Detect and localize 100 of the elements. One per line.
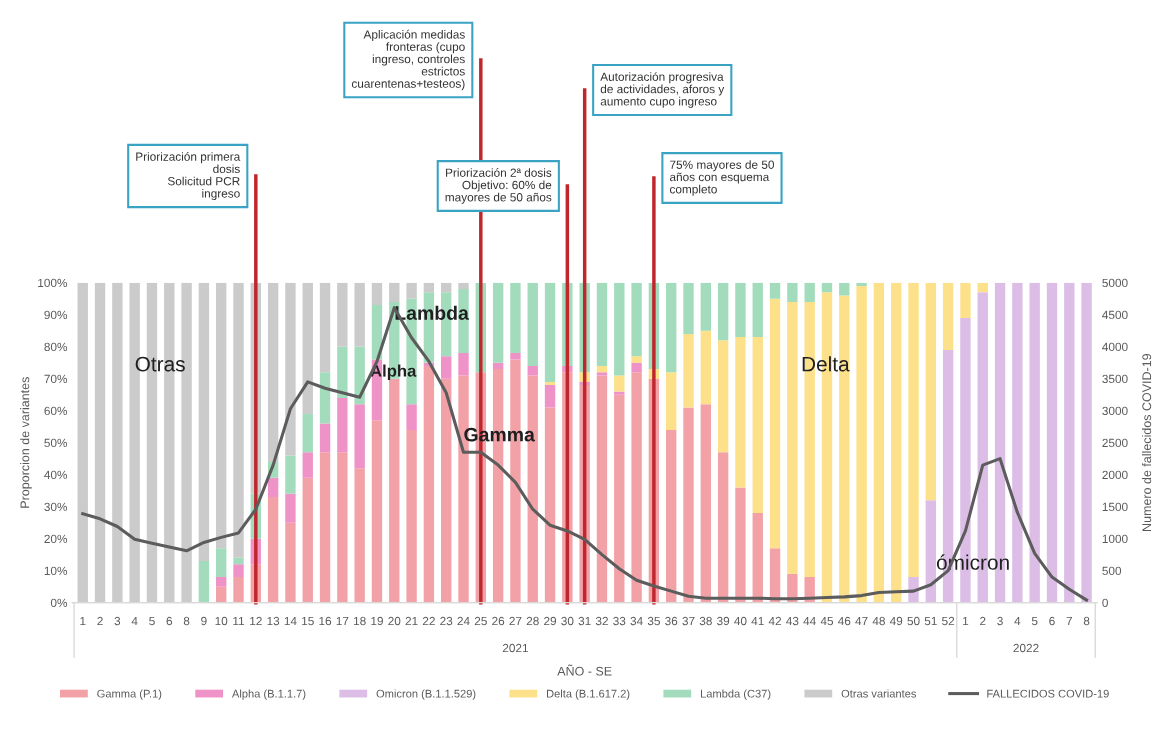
y2-tick-label: 500 (1102, 566, 1122, 576)
ref-line-label: 75% mayores de 50 años con esquema completo (669, 160, 775, 196)
y-tick-label: 50% (44, 438, 68, 448)
annotation: Alpha (370, 364, 417, 381)
legend-label: FALLECIDOS COVID-19 (987, 689, 1109, 698)
x-tick-label: 29 (544, 616, 557, 626)
x-tick-label: 34 (630, 616, 643, 626)
x-tick-label: 41 (751, 616, 764, 626)
x-tick-label: 15 (302, 616, 314, 626)
bar (735, 282, 746, 338)
x-tick-label: 50 (907, 616, 920, 626)
bar (856, 282, 867, 286)
bar (441, 282, 452, 293)
bar (94, 282, 106, 603)
bar (614, 375, 625, 392)
bar (285, 522, 296, 603)
bar (752, 282, 763, 338)
bar (752, 337, 763, 514)
bar (354, 282, 365, 347)
bar (787, 282, 798, 302)
y2-tick-label: 0 (1102, 598, 1108, 608)
bar (700, 282, 712, 331)
text: 2022 (1013, 643, 1039, 653)
bar (423, 365, 435, 603)
x-tick-label: 49 (889, 616, 903, 626)
bar (371, 282, 383, 306)
bar (596, 365, 608, 373)
x-tick-label: 31 (578, 616, 591, 626)
bar (787, 301, 798, 574)
bar (631, 372, 642, 603)
bar (389, 282, 400, 302)
bar (216, 586, 227, 603)
bar (544, 385, 556, 408)
bar (112, 282, 123, 603)
bar (302, 413, 313, 453)
bar (735, 337, 746, 488)
bar (302, 282, 313, 414)
bar (1029, 282, 1040, 603)
bar (683, 333, 694, 408)
bar (1064, 282, 1075, 603)
x-tick-label: 21 (405, 616, 418, 626)
bar (527, 282, 538, 366)
bar (216, 548, 227, 578)
bar (389, 378, 400, 603)
x-tick-label: 45 (820, 616, 834, 626)
x-tick-label: 28 (526, 616, 539, 626)
x-tick-label: 24 (457, 616, 470, 626)
bar (804, 282, 815, 302)
bar (717, 452, 729, 603)
bar (302, 477, 313, 603)
x-tick-label: 14 (284, 616, 297, 626)
x-tick-label: 10 (215, 616, 228, 626)
ref-line-label: Priorización 2ª dosis Objetivo: 60% de mayores de 50 años (445, 168, 552, 204)
bar (769, 548, 781, 603)
bar (371, 420, 383, 603)
text: 2021 (502, 643, 528, 653)
bar (337, 346, 348, 398)
x-tick-label: 9 (201, 616, 207, 626)
x-tick-label: 6 (166, 616, 173, 626)
bar (631, 282, 642, 357)
x-axis-title: AÑO - SE (557, 664, 612, 676)
bar (614, 391, 625, 395)
bar (631, 362, 642, 373)
ref-line-label: Autorización progresiva de actividades, aforos y aumento cupo ingreso (600, 72, 725, 108)
bar (319, 282, 331, 373)
bar (337, 282, 348, 347)
bar (544, 282, 556, 382)
x-tick-label: 5 (149, 616, 155, 626)
x-tick-label: 44 (803, 616, 816, 626)
legend-label: Delta (B.1.617.2) (547, 689, 630, 700)
bar (666, 282, 677, 373)
legend-label: Otras variantes (841, 689, 917, 698)
x-tick-label: 46 (837, 616, 851, 626)
bar (492, 362, 504, 370)
bar (423, 282, 435, 293)
y-tick-label: 0% (50, 598, 68, 608)
bar (233, 557, 244, 565)
bar (406, 404, 417, 430)
bar (319, 423, 331, 453)
bar (925, 282, 937, 501)
x-tick-label: 3 (114, 616, 121, 626)
bar (544, 381, 556, 386)
x-tick-label: 11 (233, 616, 245, 626)
bar (614, 282, 625, 376)
bar (596, 372, 608, 376)
bar (458, 353, 469, 376)
bar (717, 340, 729, 453)
bar (683, 282, 694, 334)
bar (285, 493, 296, 523)
x-tick-label: 16 (319, 616, 332, 626)
bar (666, 372, 677, 430)
bar (337, 452, 348, 603)
bar (856, 285, 867, 603)
y-tick-label: 100% (38, 278, 68, 288)
bar (354, 404, 365, 469)
legend-label: Lambda (C37) (700, 689, 771, 700)
bar (925, 500, 937, 603)
x-tick-label: 25 (474, 616, 487, 626)
x-tick-label: 18 (354, 616, 366, 626)
bar (267, 477, 279, 498)
